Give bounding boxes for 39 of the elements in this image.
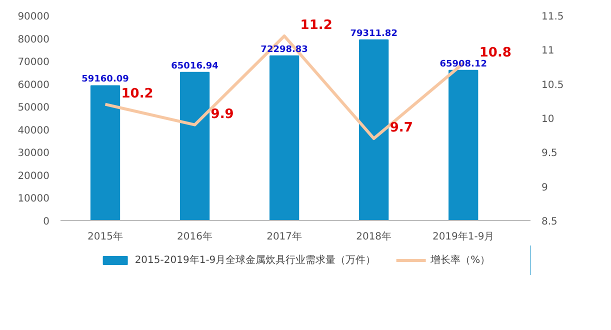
- y-tick-label: 90000: [18, 12, 50, 22]
- bar: [359, 39, 389, 220]
- y2-tick-label: 9: [542, 182, 548, 194]
- bar: [448, 70, 478, 220]
- y-tick-label: 20000: [18, 170, 50, 182]
- y2-tick-label: 11.5: [542, 12, 564, 22]
- data-label: 59160.09: [82, 74, 129, 85]
- legend-label: 增长率（%）: [430, 254, 490, 267]
- y2-tick-label: 10: [542, 114, 554, 125]
- x-tick-label: 2018年: [356, 230, 392, 242]
- y-tick-label: 60000: [18, 80, 50, 91]
- y-tick-label: 80000: [18, 34, 50, 46]
- x-tick-label: 2019年1-9月: [432, 230, 494, 242]
- y-tick-label: 70000: [18, 57, 50, 68]
- bar: [90, 85, 120, 220]
- data-label: 9.9: [210, 106, 234, 122]
- y-tick-label: 50000: [18, 102, 50, 114]
- data-label: 10.8: [479, 45, 512, 60]
- data-label: 11.2: [300, 18, 332, 33]
- y-tick-label: 10000: [18, 194, 50, 205]
- bar: [269, 55, 300, 220]
- y2-tick-label: 10.5: [542, 80, 564, 91]
- bar: [180, 72, 210, 220]
- data-label: 65016.94: [171, 61, 218, 72]
- data-label: 65908.12: [440, 59, 487, 70]
- y2-tick-label: 11: [542, 46, 554, 57]
- y2-tick-label: 8.5: [542, 216, 558, 228]
- y-tick-label: 30000: [18, 148, 50, 160]
- data-label: 72298.83: [260, 44, 308, 55]
- x-tick-label: 2017年: [266, 230, 302, 242]
- y-tick-label: 40000: [18, 125, 50, 136]
- data-label: 9.7: [390, 120, 413, 136]
- y2-tick-label: 9.5: [542, 148, 558, 160]
- data-label: 10.2: [121, 86, 154, 102]
- x-tick-label: 2016年: [177, 230, 213, 242]
- data-label: 79311.82: [350, 28, 398, 39]
- legend-label: 2015-2019年1-9月全球金属炊具行业需求量（万件）: [134, 254, 376, 267]
- y-tick-label: 0: [43, 216, 50, 228]
- x-tick-label: 2015年: [88, 230, 123, 242]
